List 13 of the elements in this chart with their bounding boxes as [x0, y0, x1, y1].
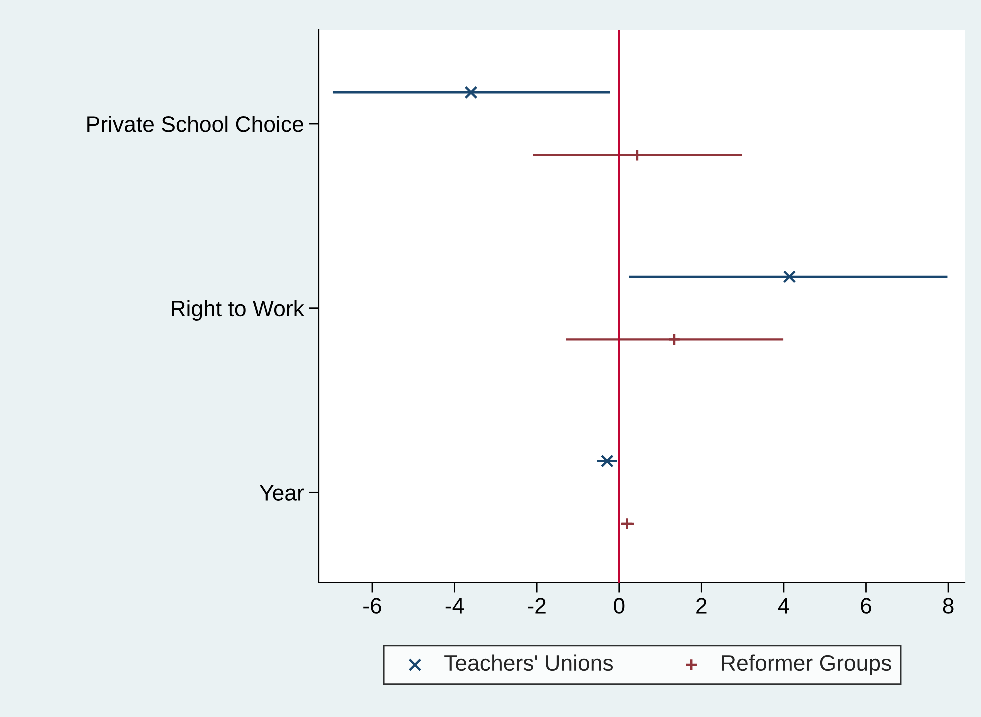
x-tick-label: 6	[861, 598, 872, 614]
x-tick-label: 2	[696, 598, 707, 614]
y-tick-label: Private School Choice	[88, 116, 304, 132]
x-tick-label: -6	[364, 598, 382, 614]
y-tick-label: Year	[260, 485, 304, 501]
legend-label: Teachers' Unions	[444, 654, 614, 672]
x-tick-label: 4	[778, 598, 790, 614]
x-tick-label: -2	[528, 598, 546, 614]
y-tick-label: Right to Work	[172, 300, 304, 322]
x-tick-label: 8	[943, 598, 954, 614]
legend-label: Reformer Groups	[722, 654, 892, 676]
x-tick-label: 0	[614, 598, 625, 614]
x-tick-label: -4	[446, 598, 464, 614]
